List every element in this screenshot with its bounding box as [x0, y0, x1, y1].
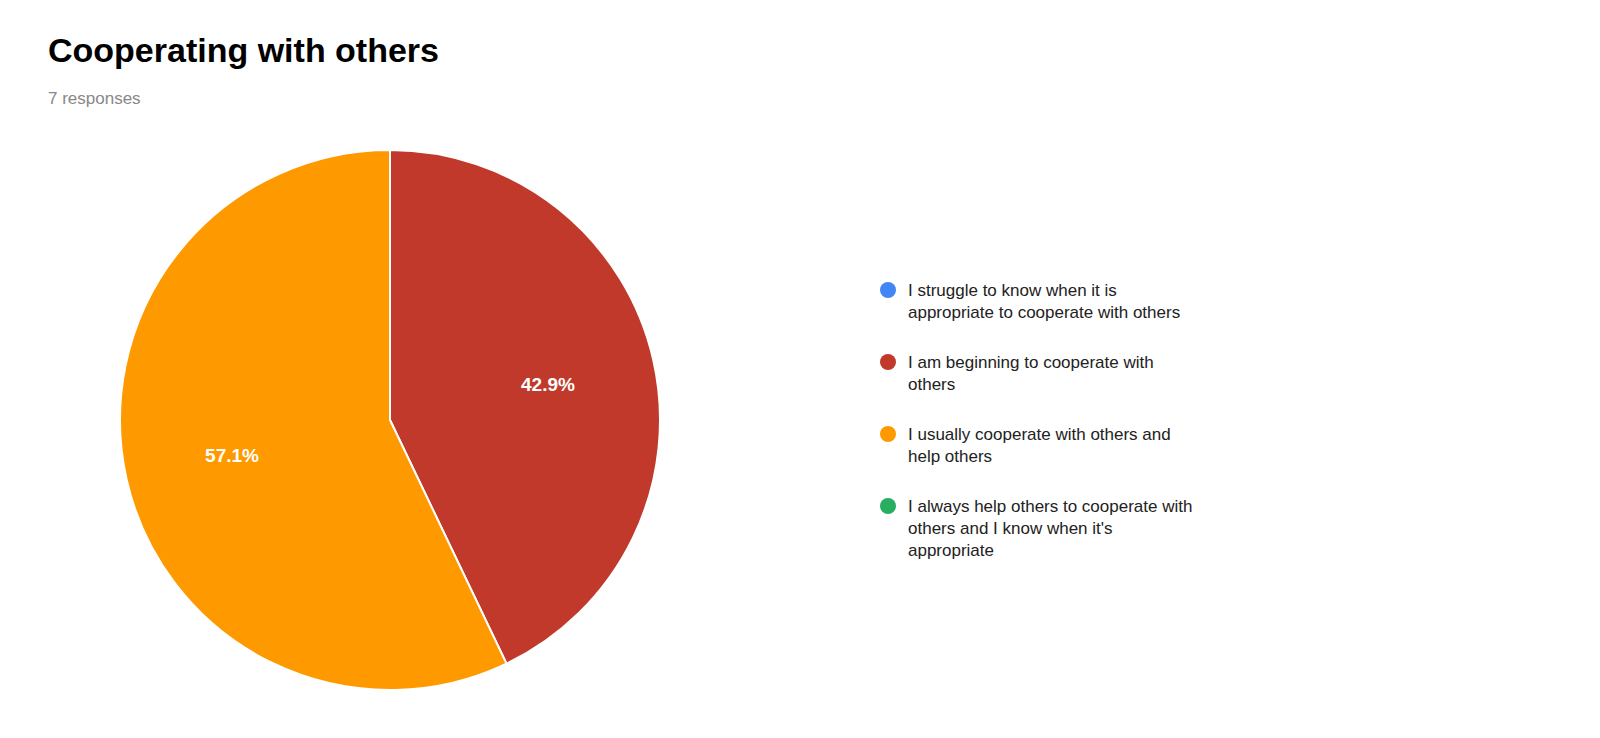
slice: [120, 150, 506, 690]
chart: Cooperating with others 7 responses 42.9% 5…: [0, 0, 1600, 738]
title: Cooperating with others: [48, 31, 439, 69]
legend-item: I am beginning to cooperate withothers: [880, 353, 1154, 394]
legend-marker: [880, 354, 896, 370]
legend-item: I struggle to know when it isappropriate…: [880, 281, 1180, 322]
legend-marker: [880, 426, 896, 442]
legend-label: I always help others to cooperate withot…: [908, 497, 1192, 560]
data-labels: 42.9% 57.1%: [205, 374, 575, 467]
legend-item: I always help others to cooperate withot…: [880, 497, 1192, 560]
data-label: 42.9%: [521, 374, 575, 395]
legend-marker: [880, 498, 896, 514]
legend-label: I am beginning to cooperate withothers: [908, 353, 1154, 394]
pie: [120, 150, 660, 690]
subtitle: 7 responses: [48, 89, 141, 108]
legend-label: I usually cooperate with others andhelp …: [908, 425, 1171, 466]
data-label: 57.1%: [205, 445, 259, 466]
legend-marker: [880, 282, 896, 298]
legend-item: I usually cooperate with others andhelp …: [880, 425, 1171, 466]
legend: I struggle to know when it isappropriate…: [880, 281, 1192, 560]
legend-label: I struggle to know when it isappropriate…: [908, 281, 1180, 322]
